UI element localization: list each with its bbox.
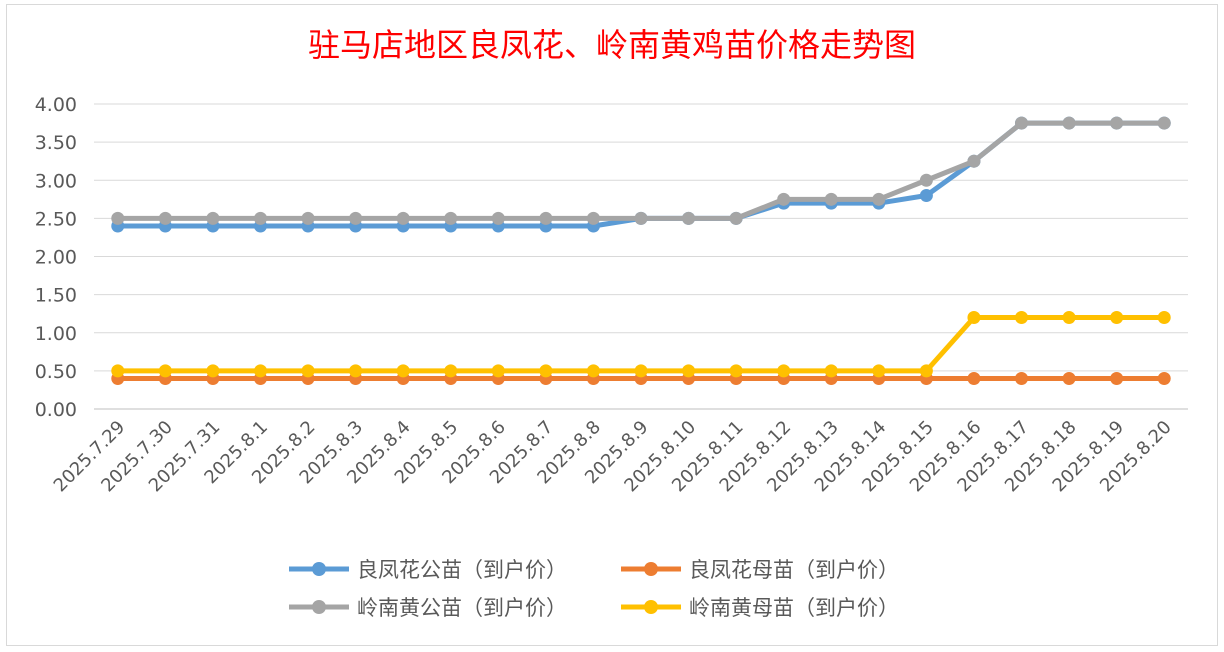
data-point — [301, 364, 315, 378]
data-point — [349, 211, 363, 225]
y-tick-label: 4.00 — [35, 94, 77, 116]
data-point — [491, 211, 505, 225]
y-tick-label: 3.50 — [35, 132, 77, 154]
data-point — [586, 211, 600, 225]
legend-label: 良凤花母苗（到户价） — [689, 558, 899, 582]
data-point — [777, 192, 791, 206]
data-point — [253, 364, 267, 378]
data-point — [206, 364, 220, 378]
data-point — [919, 189, 933, 202]
data-point — [682, 364, 696, 378]
gridlines — [94, 103, 1188, 410]
data-point — [1015, 311, 1029, 324]
y-tick-label: 0.50 — [35, 361, 77, 383]
y-axis-ticks: 0.00 0.50 1.00 1.50 2.00 2.50 3.00 3.50 4.00 — [35, 94, 77, 421]
x-axis-ticks: 2025.7.292025.7.302025.7.312025.8.12025.… — [50, 417, 1176, 497]
data-point — [1015, 372, 1029, 385]
data-point — [729, 364, 743, 378]
y-tick-label: 3.00 — [35, 170, 77, 192]
legend-swatch-marker — [312, 600, 326, 614]
data-point — [586, 364, 600, 378]
data-point — [396, 211, 410, 225]
series-line — [117, 315, 1165, 374]
data-point — [634, 211, 648, 225]
data-point — [1157, 372, 1171, 385]
y-tick-label: 2.50 — [35, 208, 77, 230]
legend-swatch-marker — [312, 562, 326, 576]
data-point — [1062, 116, 1076, 130]
series-line — [117, 120, 1165, 229]
data-point — [777, 364, 791, 378]
series-layer — [111, 116, 1171, 385]
data-point — [729, 211, 743, 225]
data-point — [1110, 372, 1124, 385]
data-point — [539, 211, 553, 225]
data-point — [967, 154, 981, 168]
legend: 良凤花公苗（到户价） 良凤花母苗（到户价） 岭南黄公苗（到户价） 岭南黄母苗（到户价） — [289, 558, 899, 620]
data-point — [824, 364, 838, 378]
data-point — [253, 211, 267, 225]
y-tick-label: 0.00 — [35, 399, 77, 421]
data-point — [539, 364, 553, 378]
data-point — [158, 211, 172, 225]
legend-item: 岭南黄母苗（到户价） — [621, 596, 899, 620]
data-point — [967, 372, 981, 385]
data-point — [1110, 116, 1124, 130]
legend-label: 岭南黄公苗（到户价） — [357, 596, 567, 620]
data-point — [872, 192, 886, 206]
y-tick-label: 1.00 — [35, 323, 77, 345]
data-point — [872, 364, 886, 378]
data-point — [1157, 311, 1171, 324]
data-point — [634, 364, 648, 378]
data-point — [301, 211, 315, 225]
chart-frame — [6, 4, 1218, 646]
chart-title: 驻马店地区良凤花、岭南黄鸡苗价格走势图 — [308, 26, 916, 64]
data-point — [111, 211, 125, 225]
data-point — [349, 364, 363, 378]
data-point — [158, 364, 172, 378]
y-tick-label: 1.50 — [35, 285, 77, 307]
series-3 — [111, 116, 1171, 225]
data-point — [396, 364, 410, 378]
data-point — [1110, 311, 1124, 324]
data-point — [1157, 116, 1171, 130]
data-point — [682, 211, 696, 225]
data-point — [491, 364, 505, 378]
data-point — [1062, 311, 1076, 324]
legend-swatch-marker — [644, 562, 658, 576]
data-point — [1062, 372, 1076, 385]
data-point — [444, 211, 458, 225]
data-point — [919, 364, 933, 378]
data-point — [111, 364, 125, 378]
legend-label: 良凤花公苗（到户价） — [357, 558, 567, 582]
y-tick-label: 2.00 — [35, 247, 77, 269]
data-point — [919, 173, 933, 187]
data-point — [444, 364, 458, 378]
legend-label: 岭南黄母苗（到户价） — [689, 596, 899, 620]
legend-item: 良凤花公苗（到户价） — [289, 558, 567, 582]
legend-item: 岭南黄公苗（到户价） — [289, 596, 567, 620]
legend-swatch-marker — [644, 600, 658, 614]
data-point — [206, 211, 220, 225]
data-point — [967, 311, 981, 324]
data-point — [1015, 116, 1029, 130]
data-point — [824, 192, 838, 206]
series-4 — [111, 311, 1171, 378]
series-line — [117, 120, 1165, 221]
legend-item: 良凤花母苗（到户价） — [621, 558, 899, 582]
